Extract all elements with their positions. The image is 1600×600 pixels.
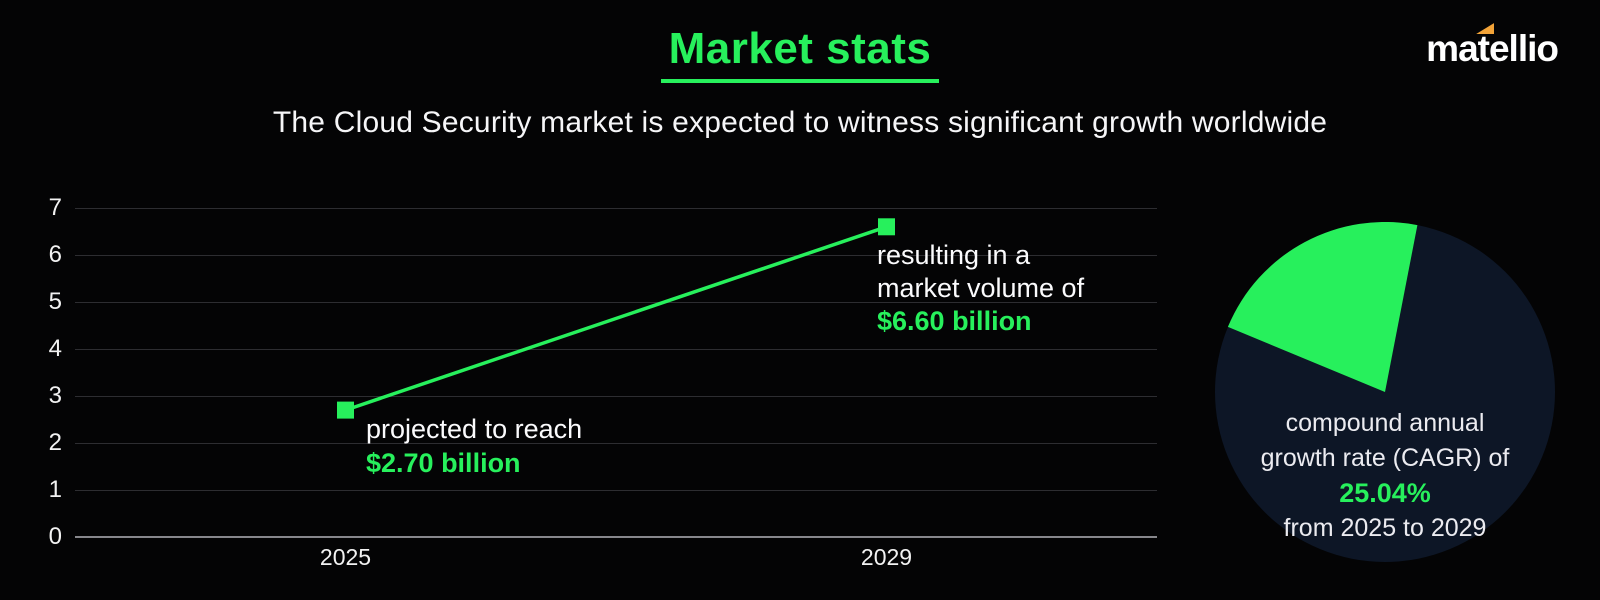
pie-caption-value: 25.04% (1339, 478, 1431, 508)
y-tick-label: 5 (48, 288, 62, 315)
y-tick-label: 1 (48, 476, 62, 503)
annotation-text: market volume of (877, 273, 1085, 303)
annotation-text: projected to reach (366, 414, 583, 444)
y-tick-label: 6 (48, 241, 62, 268)
pie-caption-line: from 2025 to 2029 (1283, 514, 1487, 542)
pie-caption-line: growth rate (CAGR) of (1260, 444, 1510, 472)
x-tick-label: 2029 (860, 544, 913, 570)
gridline (75, 207, 1157, 209)
gridline (75, 536, 1157, 538)
matellio-logo: matellio (1426, 23, 1559, 70)
pie-caption-line: compound annual (1285, 409, 1485, 437)
y-tick-label: 7 (48, 194, 62, 221)
y-tick-label: 4 (48, 335, 62, 362)
gridline (75, 442, 1157, 444)
annotation-value: $6.60 billion (877, 306, 1032, 336)
x-tick-label: 2025 (319, 544, 372, 570)
y-tick-label: 2 (48, 429, 62, 456)
page-subtitle: The Cloud Security market is expected to… (272, 106, 1328, 139)
annotation-value: $2.70 billion (366, 448, 521, 478)
header: Market stats (0, 24, 1600, 83)
annotation-text: resulting in a (877, 240, 1031, 270)
gridline (75, 348, 1157, 350)
y-tick-label: 3 (48, 382, 62, 409)
logo-flag-icon (1476, 23, 1495, 34)
gridline (75, 395, 1157, 397)
pie-cagr-slice (1227, 222, 1418, 392)
pie-caption: compound annual growth rate (CAGR) of 25… (1215, 406, 1555, 546)
annotation-2029: resulting in a market volume of $6.60 bi… (877, 239, 1084, 338)
page-title: Market stats (660, 24, 940, 83)
annotation-2025: projected to reach $2.70 billion (366, 412, 582, 480)
data-point-marker (878, 218, 895, 236)
data-point-marker (337, 401, 354, 419)
y-tick-label: 0 (48, 523, 62, 550)
logo-text: matellio (1426, 28, 1559, 69)
gridline (75, 489, 1157, 491)
